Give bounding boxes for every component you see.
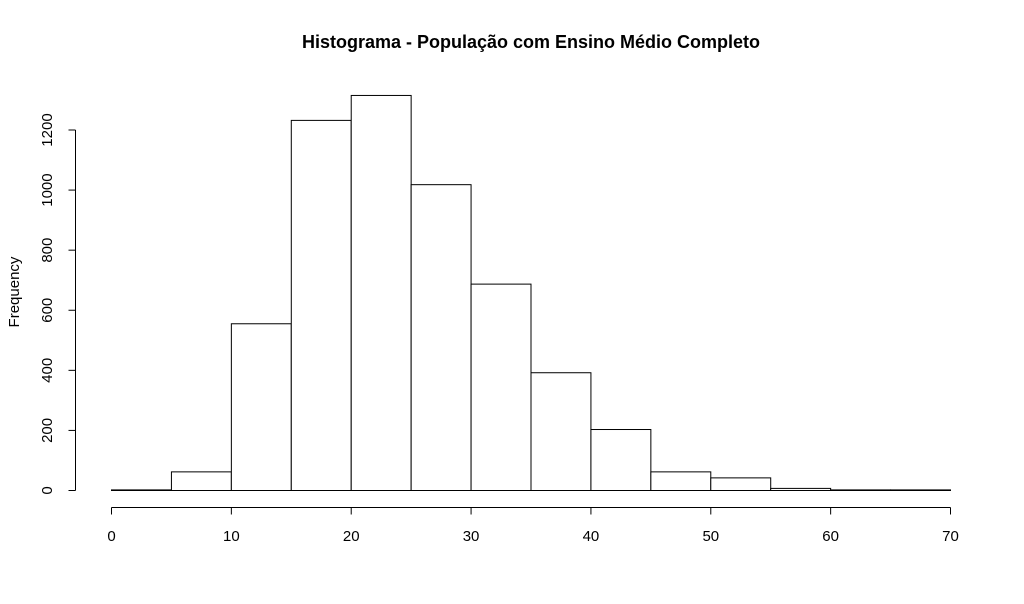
histogram-bar-10-15 [230,323,292,491]
y-tick-label-600: 600 [39,298,56,323]
x-tick-label-20: 20 [343,528,360,545]
y-tick-label-400: 400 [39,358,56,383]
histogram-bar-5-10 [170,471,232,492]
x-tick-label-0: 0 [107,528,115,545]
histogram-bar-35-40 [530,372,592,491]
histogram-bar-15-20 [290,119,352,492]
x-tick-label-50: 50 [702,528,719,545]
histogram-bar-55-60 [770,487,832,492]
x-tick-label-70: 70 [942,528,959,545]
y-axis-label: Frequency [6,256,23,327]
histogram-bar-0-5 [111,489,172,492]
histogram-bar-20-25 [350,94,412,491]
y-tick-label-0: 0 [39,486,56,494]
x-tick-label-60: 60 [822,528,839,545]
histogram-bar-60-65 [830,489,892,492]
x-tick-label-10: 10 [223,528,240,545]
histogram-bar-65-70 [890,489,951,492]
histogram-bar-30-35 [470,283,532,491]
chart-title: Histograma - População com Ensino Médio … [302,32,760,52]
y-tick-label-1000: 1000 [39,173,56,206]
histogram-bar-50-55 [710,477,772,492]
y-axis: 0 200 400 600 800 1000 1200 [39,113,76,495]
x-tick-label-30: 30 [463,528,480,545]
histogram-bar-45-50 [650,471,712,492]
histogram-bar-25-30 [410,184,472,491]
bars-group [111,94,951,492]
y-tick-label-800: 800 [39,238,56,263]
x-axis: 0 10 20 30 40 50 60 70 [107,507,959,545]
histogram-bar-40-45 [590,429,652,491]
x-tick-label-40: 40 [583,528,600,545]
y-tick-label-200: 200 [39,418,56,443]
y-tick-label-1200: 1200 [39,113,56,146]
